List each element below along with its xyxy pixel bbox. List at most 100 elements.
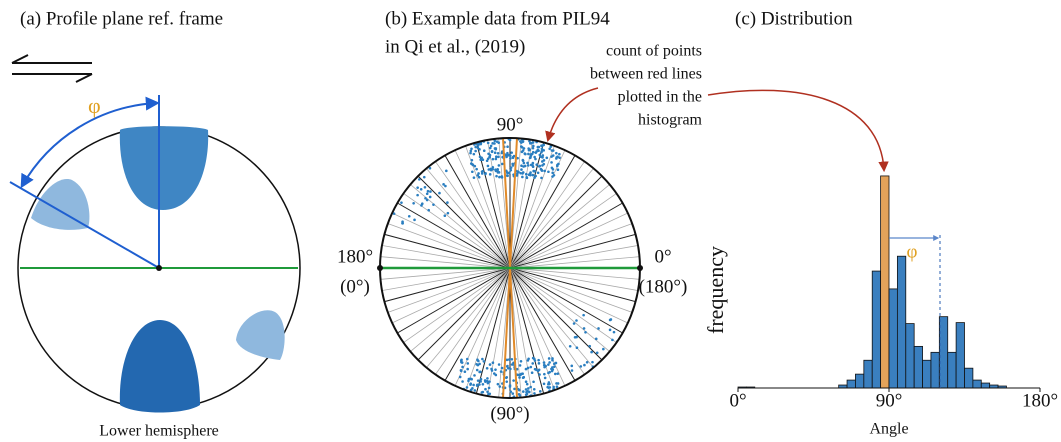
- point: [530, 371, 534, 375]
- point: [532, 388, 536, 391]
- point: [400, 201, 403, 204]
- point: [466, 362, 470, 365]
- shear-symbol: [11, 54, 93, 83]
- point: [395, 165, 398, 169]
- point: [533, 359, 537, 362]
- point: [476, 379, 480, 382]
- point: [504, 376, 508, 380]
- point: [527, 357, 530, 361]
- point: [540, 147, 544, 151]
- point: [496, 151, 500, 155]
- point: [553, 365, 556, 368]
- point: [524, 172, 528, 176]
- point: [479, 158, 482, 162]
- point: [538, 153, 542, 157]
- point: [548, 382, 551, 386]
- point: [548, 361, 551, 364]
- point: [506, 171, 509, 175]
- point: [473, 389, 477, 392]
- point: [498, 385, 502, 388]
- point: [443, 214, 447, 218]
- point: [486, 164, 490, 168]
- point: [547, 396, 551, 398]
- point: [544, 138, 547, 141]
- panel-b-title: in Qi et al., (2019): [385, 36, 525, 57]
- point: [488, 146, 492, 150]
- point: [524, 367, 528, 371]
- point: [540, 176, 543, 180]
- point: [537, 145, 541, 149]
- point: [481, 169, 485, 173]
- point: [487, 152, 490, 156]
- point: [476, 143, 480, 147]
- point: [416, 193, 419, 197]
- point: [551, 175, 554, 178]
- point: [537, 149, 540, 152]
- point: [497, 171, 501, 174]
- point: [472, 152, 476, 156]
- bar: [871, 270, 882, 389]
- point: [479, 142, 483, 146]
- point: [471, 387, 474, 390]
- point: [553, 362, 556, 366]
- point: [527, 387, 530, 390]
- point: [463, 370, 467, 374]
- point: [557, 395, 561, 398]
- point: [531, 150, 535, 154]
- point: [575, 346, 579, 349]
- point: [527, 152, 530, 156]
- point: [500, 162, 504, 166]
- point: [488, 155, 491, 159]
- point: [400, 185, 404, 189]
- bar: [972, 379, 982, 389]
- point: [509, 367, 512, 371]
- point: [533, 155, 536, 159]
- point: [579, 365, 583, 368]
- point: [535, 163, 539, 166]
- dot: [377, 265, 383, 271]
- point: [510, 151, 513, 154]
- point: [532, 144, 535, 148]
- point: [625, 330, 628, 334]
- point: [478, 383, 481, 386]
- point: [425, 198, 429, 202]
- point: [506, 153, 510, 157]
- point: [478, 148, 481, 151]
- point: [543, 169, 546, 173]
- point: [542, 159, 546, 162]
- point: [550, 161, 553, 164]
- point: [460, 361, 464, 364]
- point: [481, 390, 485, 394]
- point: [618, 350, 621, 354]
- bar: [913, 345, 923, 389]
- point: [475, 138, 479, 142]
- point: [479, 380, 482, 383]
- point: [520, 141, 523, 144]
- point: [608, 328, 612, 332]
- point: [509, 168, 513, 172]
- point: [558, 152, 561, 156]
- point: [546, 385, 549, 389]
- point: [459, 369, 463, 373]
- bar: [930, 351, 940, 389]
- bar: [938, 316, 949, 389]
- point: [425, 192, 429, 196]
- annotation-line: plotted in the: [618, 89, 702, 106]
- point: [494, 155, 498, 159]
- point: [509, 157, 512, 160]
- point: [498, 175, 501, 179]
- point: [496, 382, 500, 386]
- bar: [947, 351, 957, 389]
- annotation: count of points between red lines plotte…: [590, 43, 703, 129]
- point: [602, 347, 605, 351]
- point: [604, 360, 607, 363]
- point: [626, 370, 630, 373]
- point: [486, 377, 489, 380]
- point: [428, 195, 432, 199]
- point: [516, 373, 520, 377]
- point: [469, 382, 473, 385]
- point: [470, 147, 473, 151]
- point: [481, 383, 485, 386]
- point: [483, 379, 487, 382]
- point: [519, 145, 523, 148]
